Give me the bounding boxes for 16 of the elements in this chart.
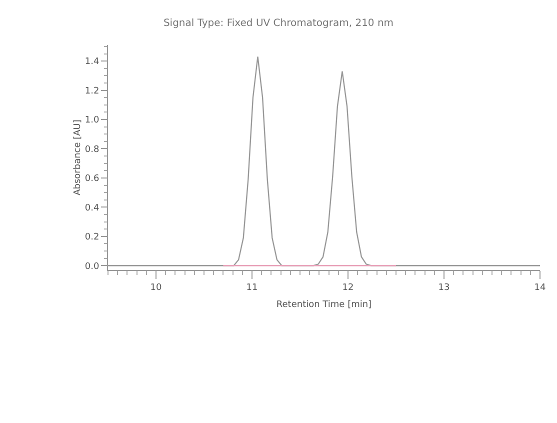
x-tick-label: 11 xyxy=(246,282,258,293)
x-tick-label: 10 xyxy=(150,282,162,293)
x-tick-label: 12 xyxy=(342,282,354,293)
y-axis-title: Absorbance [AU] xyxy=(72,120,83,196)
y-tick-label: 0.0 xyxy=(84,262,100,272)
y-tick-label: 0.6 xyxy=(84,174,100,184)
y-tick-label: 0.2 xyxy=(84,232,100,243)
x-tick-label: 14 xyxy=(534,282,546,293)
x-axis-title: Retention Time [min] xyxy=(276,300,372,310)
y-tick-label: 1.2 xyxy=(84,86,100,96)
chart-title: Signal Type: Fixed UV Chromatogram, 210 nm xyxy=(163,18,394,30)
x-tick-label: 13 xyxy=(438,282,450,293)
y-tick-label: 0.8 xyxy=(84,144,100,155)
y-tick-label: 0.4 xyxy=(84,203,100,214)
y-tick-label: 1.0 xyxy=(84,116,100,126)
y-tick-label: 1.4 xyxy=(84,57,100,68)
